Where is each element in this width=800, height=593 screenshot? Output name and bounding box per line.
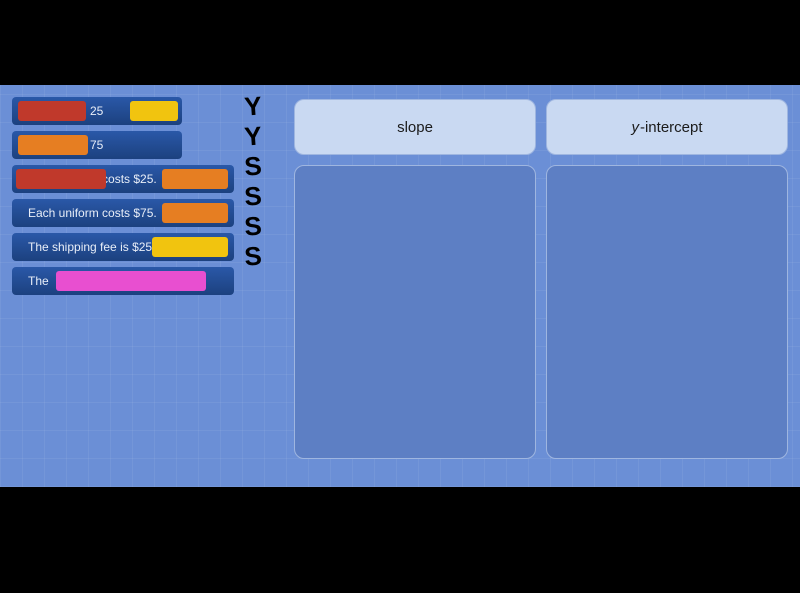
card-label: The	[12, 267, 49, 295]
card-label: The shipping fee is $25.	[12, 233, 155, 261]
target-column-slope: slope	[294, 99, 536, 459]
highlight-smear	[56, 271, 206, 291]
target-header-slope: slope	[294, 99, 536, 155]
handwriting-overlay: YYSSSS	[238, 91, 268, 271]
handwritten-letter: Y	[237, 120, 269, 152]
drop-targets: slopey-intercept	[294, 99, 788, 459]
card-uniform-75[interactable]: Each uniform costs $75.	[12, 199, 234, 227]
highlight-smear	[130, 101, 178, 121]
draggable-card-stack: 25 75 Each uniform costs $25. Each uniform …	[12, 97, 234, 295]
card-uniform-25[interactable]: Each uniform costs $25.	[12, 165, 234, 193]
highlight-smear	[152, 237, 228, 257]
target-column-y-intercept: y-intercept	[546, 99, 788, 459]
activity-stage: 25 75 Each uniform costs $25. Each uniform …	[0, 85, 800, 487]
highlight-smear	[162, 169, 228, 189]
card-shipping-75[interactable]: The	[12, 267, 234, 295]
drop-area-slope[interactable]	[294, 165, 536, 459]
card-label: 75	[12, 131, 103, 159]
target-header-y-intercept: y-intercept	[546, 99, 788, 155]
card-label: Each uniform costs $25.	[12, 165, 157, 193]
handwritten-letter: S	[237, 150, 269, 182]
card-75[interactable]: 75	[12, 131, 182, 159]
handwritten-letter: Y	[237, 90, 269, 122]
handwritten-letter: S	[237, 240, 269, 272]
card-25[interactable]: 25	[12, 97, 182, 125]
highlight-smear	[162, 203, 228, 223]
card-shipping-25[interactable]: The shipping fee is $25.	[12, 233, 234, 261]
drop-area-y-intercept[interactable]	[546, 165, 788, 459]
card-label: Each uniform costs $75.	[12, 199, 157, 227]
handwritten-letter: S	[237, 210, 269, 242]
handwritten-letter: S	[237, 180, 269, 212]
card-label: 25	[12, 97, 103, 125]
